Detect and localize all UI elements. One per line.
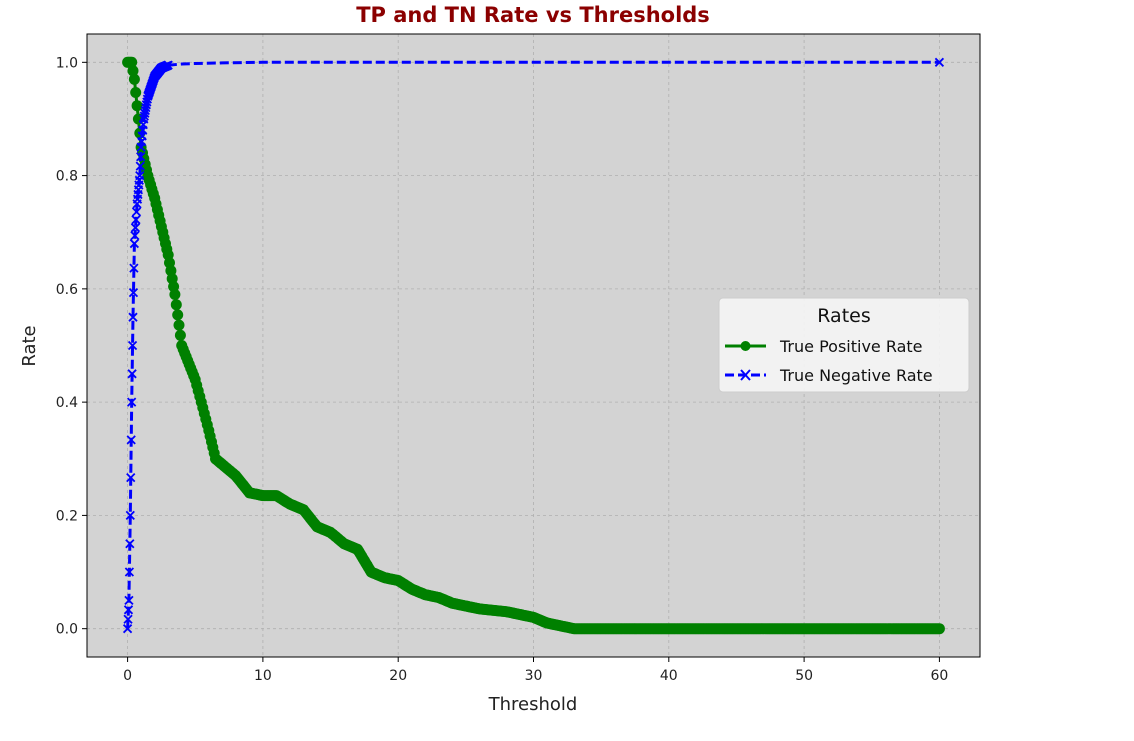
y-tick-label: 0.2	[56, 508, 78, 524]
tnr-point	[130, 223, 141, 233]
y-tick-label: 1.0	[56, 55, 78, 71]
legend-title: Rates	[817, 305, 870, 327]
tnr-point	[126, 435, 136, 445]
tpr-point	[130, 87, 142, 98]
tpr-point	[126, 56, 138, 68]
tnr-point	[128, 312, 138, 322]
tnr-point	[934, 57, 945, 67]
tpr-point	[174, 329, 186, 341]
tnr-point	[129, 238, 139, 249]
tpr-point	[173, 319, 185, 331]
series-true-positive-rate	[122, 56, 945, 635]
tpr-point	[933, 623, 945, 635]
legend-tnr-swatch-marker	[740, 369, 751, 381]
tnr-point	[127, 340, 138, 351]
tnr-point	[136, 152, 146, 162]
tnr-point	[131, 207, 142, 217]
tpr-point	[172, 309, 184, 321]
tnr-point	[163, 60, 173, 70]
tpr-point	[127, 65, 139, 77]
x-tick-label: 50	[795, 668, 813, 684]
tnr-point	[135, 161, 145, 171]
x-tick-label: 20	[389, 668, 407, 684]
legend-item-tnr: True Negative Rate	[725, 366, 933, 385]
tnr-point	[131, 215, 141, 225]
x-axis-ticks: 0 10 20 30 40 50 60	[123, 657, 948, 684]
tnr-point	[128, 288, 139, 298]
legend-tpr-label: True Positive Rate	[779, 337, 923, 356]
tnr-point	[127, 397, 137, 407]
tnr-point	[124, 595, 134, 606]
tnr-point	[126, 473, 136, 483]
y-tick-label: 0.4	[56, 395, 78, 411]
legend: Rates True Positive Rate True Negative R…	[718, 297, 970, 393]
legend-tnr-label: True Negative Rate	[779, 366, 933, 385]
series-layer	[122, 56, 945, 635]
x-tick-label: 10	[254, 668, 272, 684]
tpr-point	[170, 299, 182, 311]
y-axis-ticks: 0.0 0.2 0.4 0.6 0.8 1.0	[56, 55, 87, 638]
x-tick-label: 30	[525, 668, 543, 684]
legend-item-tpr: True Positive Rate	[725, 337, 923, 356]
tnr-point	[130, 230, 140, 241]
tnr-point	[124, 567, 135, 577]
tnr-point	[129, 263, 139, 273]
tpr-point	[169, 289, 181, 300]
tnr-point	[123, 605, 134, 615]
tpr-point	[128, 73, 140, 85]
tnr-point	[123, 614, 133, 624]
tpr-point	[131, 100, 143, 112]
tnr-point	[125, 510, 135, 521]
y-axis-label: Rate	[19, 325, 40, 366]
x-tick-label: 40	[660, 668, 678, 684]
tnr-point	[122, 624, 133, 634]
legend-box	[718, 297, 970, 393]
legend-tpr-swatch-marker	[740, 341, 751, 351]
series-true-negative-rate	[122, 57, 945, 634]
x-tick-label: 0	[123, 668, 132, 684]
y-tick-label: 0.0	[56, 622, 78, 638]
tnr-point	[135, 170, 145, 181]
tnr-point	[127, 369, 137, 379]
x-tick-label: 60	[930, 668, 948, 684]
chart-title: TP and TN Rate vs Thresholds	[356, 3, 710, 27]
tnr-point	[125, 539, 135, 549]
y-tick-label: 0.8	[56, 169, 78, 185]
y-tick-label: 0.6	[56, 282, 78, 298]
x-axis-label: Threshold	[488, 694, 578, 715]
